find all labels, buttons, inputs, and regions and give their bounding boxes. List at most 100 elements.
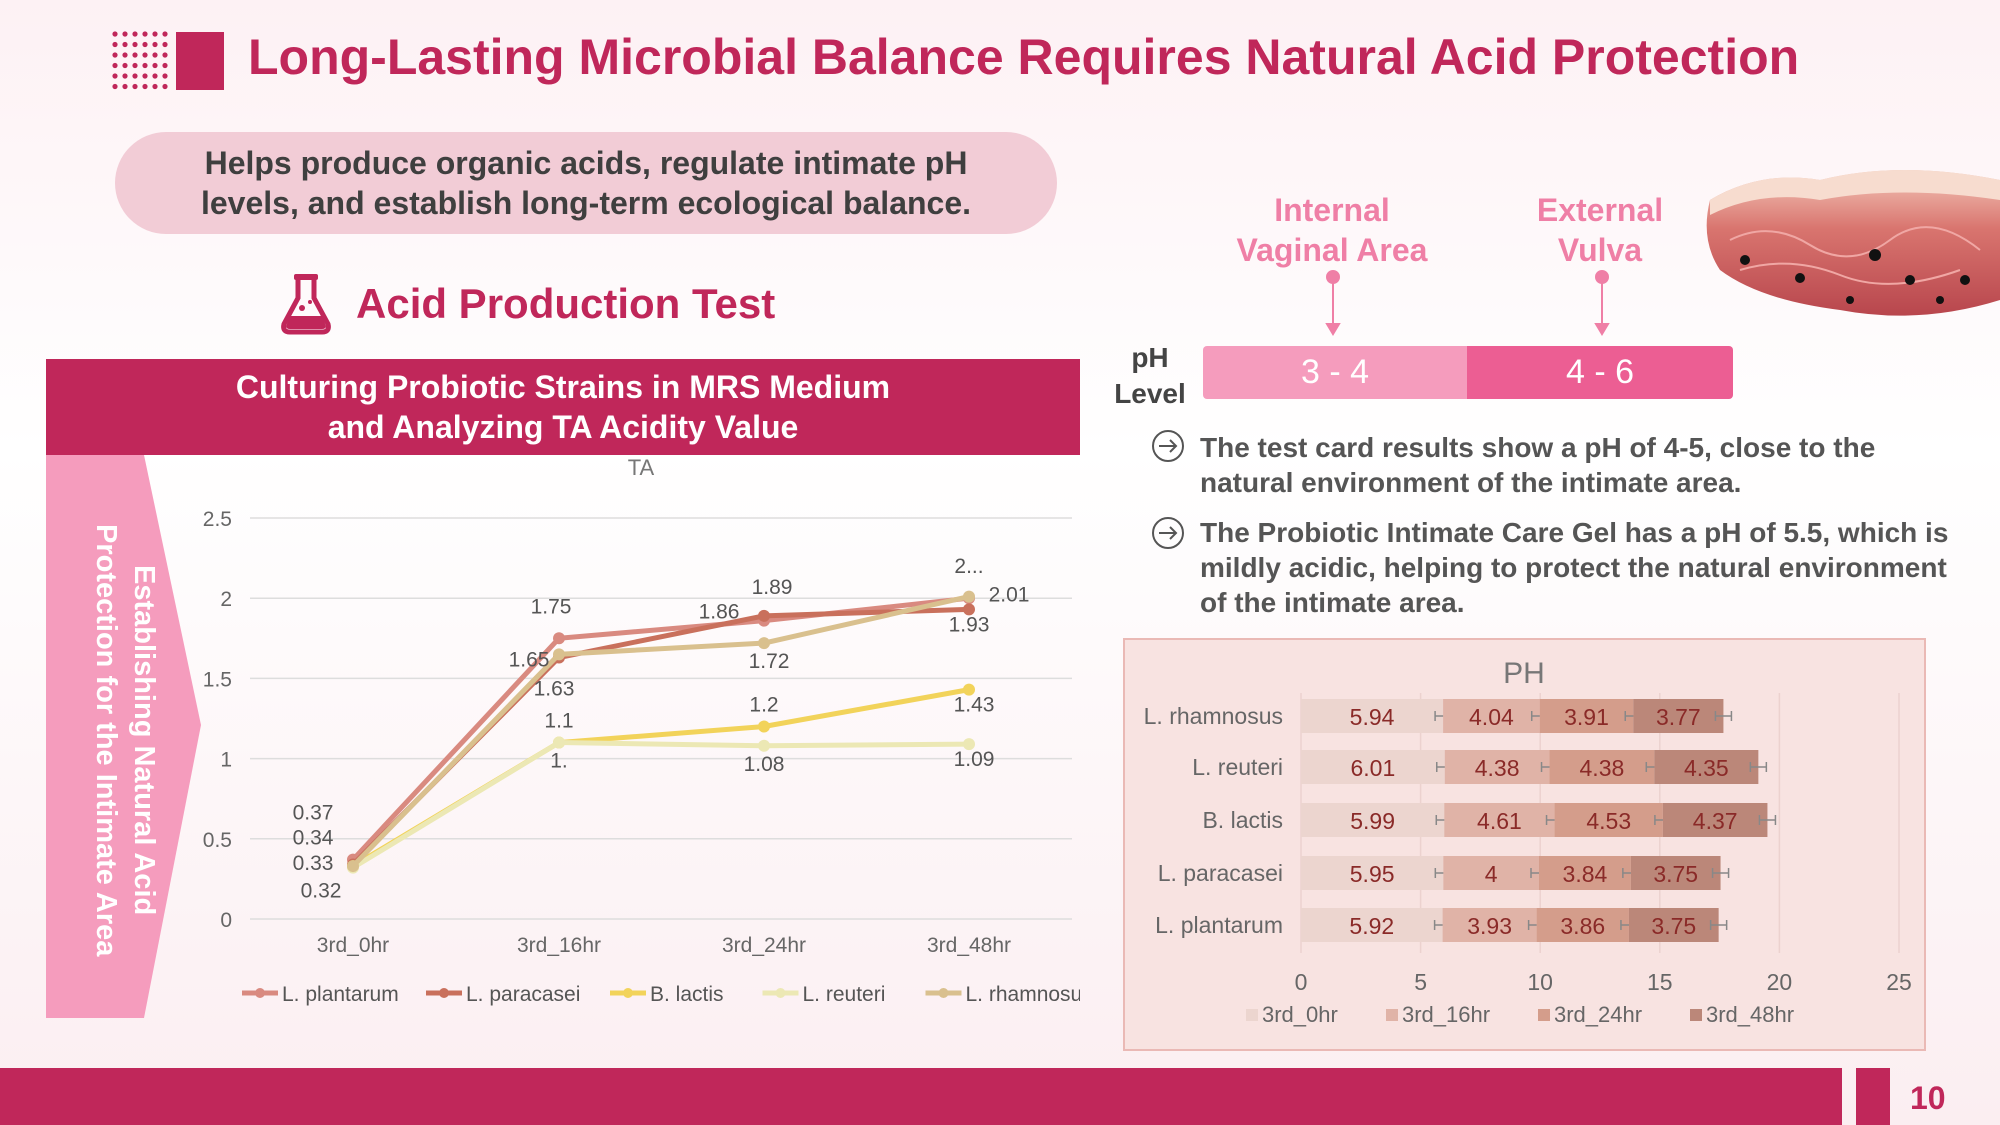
skin-tissue-illustration [1706,170,2000,316]
bar-segment [1301,803,1445,837]
bar-value-label: 3.77 [1656,704,1701,730]
dot [142,31,148,37]
data-point [758,609,770,622]
bar-segment [1301,856,1444,890]
page-title: Long-Lasting Microbial Balance Requires … [248,29,1800,85]
intro-callout: Helps produce organic acids, regulate in… [115,132,1057,234]
legend-label: L. rhamnosus [966,983,1081,1006]
data-label: 1.93 [949,613,990,636]
internal-line-2: Vaginal Area [1236,232,1428,268]
dot [142,62,148,69]
dot [152,83,158,90]
bar-value-label: 5.94 [1350,704,1395,730]
bar-segment [1630,856,1721,890]
data-label: 1.86 [699,601,740,624]
bar-segment [1633,699,1724,733]
dot [122,83,128,90]
dot [152,52,158,58]
data-label: 1.72 [749,650,790,673]
side-label-line-2: Protection for the Intimate Area [90,523,122,957]
ph-bar-chart: PH 0 5 10 15 20 25 L. rhamnosus 5.94 4.04 3.91 3.77… [1144,657,1912,1027]
bar-segment [1444,803,1555,837]
legend-marker [623,988,633,998]
dot [152,41,158,48]
data-point [553,648,565,661]
bar-value-label: 4.38 [1475,755,1520,781]
bar-segment [1628,908,1719,942]
bar-segment [1443,699,1540,733]
dot [122,52,128,58]
category-label: L. reuteri [1192,754,1283,780]
data-label: 1. [550,750,568,773]
ph-scale-bar: 3 - 4 4 - 6 [1203,346,1733,399]
internal-area-label: Internal Vaginal Area [1212,190,1452,270]
flask-icon [281,274,331,335]
dot [142,73,148,79]
data-point [758,637,770,650]
dot [162,41,168,48]
data-label: 1.08 [744,753,785,776]
data-point [553,632,565,645]
data-label: 0.37 [293,802,334,825]
side-arrow-panel [46,455,201,1018]
category-label: L. rhamnosus [1144,703,1283,729]
data-label: 0.34 [293,826,334,849]
legend-swatch [1386,1009,1398,1021]
external-area-label: External Vulva [1500,190,1700,270]
dot [162,62,168,69]
footer-accent [1856,1068,1890,1125]
dot [112,52,118,58]
chart-title: PH [1503,657,1545,690]
dot [122,41,128,48]
bar-value-label: 3.93 [1467,913,1512,939]
legend-label: 3rd_48hr [1706,1002,1794,1027]
bar-segment [1536,908,1629,942]
banner-line-1: Culturing Probiotic Strains in MRS Mediu… [235,369,891,405]
x-tick-label: 3rd_24hr [722,934,806,957]
data-point [963,603,975,616]
dot [142,83,148,90]
arrow-circle-icon [1152,517,1184,549]
category-label: L. paracasei [1158,860,1283,886]
bar-value-label: 4 [1485,861,1498,887]
legend-marker [255,988,265,998]
error-bar [1749,762,1768,772]
dot [132,52,138,58]
line-l-rhamnosus [351,594,970,868]
data-label: 1.75 [531,595,572,618]
dot [112,62,118,69]
legend-swatch [1538,1009,1550,1021]
bar-value-label: 4.53 [1586,808,1631,834]
category-label: L. plantarum [1155,912,1283,938]
header-decoration-icon [112,31,224,90]
bar-segment [1539,856,1631,890]
legend-marker [775,988,786,998]
dot [152,73,158,79]
dot [122,73,128,79]
chart-title: TA [628,455,655,480]
data-label: 0.32 [301,880,342,903]
legend-label: 3rd_0hr [1262,1002,1338,1027]
legend-label: 3rd_16hr [1402,1002,1490,1027]
x-tick-label: 3rd_16hr [517,934,601,957]
external-line-2: Vulva [1557,232,1643,268]
line-l-plantarum [351,595,970,862]
bar-segment [1301,908,1443,942]
data-label: 2... [954,555,983,578]
dot [152,62,158,69]
bar-value-label: 5.92 [1349,913,1394,939]
bar-segment [1554,803,1663,837]
dot [122,62,128,69]
bar-value-label: 4.37 [1693,808,1738,834]
dot [132,83,138,90]
data-point [963,683,975,696]
y-tick-label: 2 [220,588,232,611]
error-bar [1758,815,1777,825]
dot [112,31,118,37]
dot [132,41,138,48]
section-title: Acid Production Test [356,280,776,327]
legend-label: L. paracasei [466,983,580,1006]
chart-banner: Culturing Probiotic Strains in MRS Mediu… [46,359,1080,455]
bullet-1: The test card results show a pH of 4-5, … [1200,432,1876,498]
error-bar [1709,920,1728,930]
